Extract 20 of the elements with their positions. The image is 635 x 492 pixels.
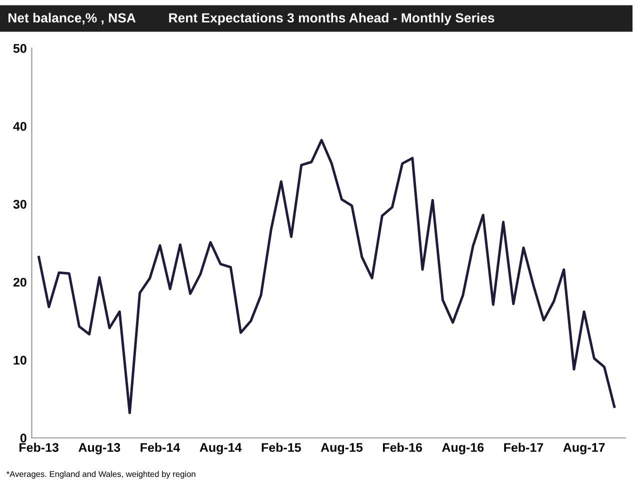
y-tick-label: 30: [13, 200, 26, 209]
y-tick-label: 40: [13, 122, 26, 131]
x-tick-label: Feb-15: [262, 442, 301, 452]
x-tick-label: Feb-13: [20, 442, 59, 452]
y-tick-label: 0: [20, 434, 26, 443]
line-series: [38, 138, 616, 414]
y-axis-title: Net balance,% , NSA: [8, 12, 136, 24]
x-tick-label: Aug-16: [442, 443, 484, 454]
x-tick-label: Aug-15: [320, 443, 363, 454]
x-tick-label: Aug-13: [78, 443, 120, 454]
y-tick-label: 20: [13, 278, 26, 287]
x-tick-label: Aug-17: [563, 443, 605, 454]
y-tick-label: 50: [13, 44, 26, 53]
x-tick-label: Feb-17: [504, 442, 544, 452]
x-tick-label: Feb-14: [140, 442, 180, 452]
x-tick-label: Feb-16: [383, 442, 422, 452]
y-tick-label: 10: [14, 356, 26, 365]
text: *Averages. England and Wales, weighted by region: [6, 470, 196, 479]
x-tick-label: Aug-14: [200, 443, 242, 454]
chart-title: Rent Expectations 3 months Ahead - Monthly Series: [169, 12, 494, 26]
